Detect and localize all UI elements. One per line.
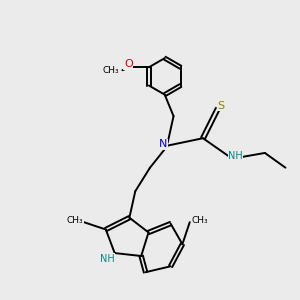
Text: S: S — [217, 101, 224, 111]
Text: NH: NH — [100, 254, 115, 264]
Text: CH₃: CH₃ — [192, 216, 208, 225]
Text: O: O — [124, 59, 133, 69]
Text: CH₃: CH₃ — [67, 216, 83, 225]
Text: CH₃: CH₃ — [102, 66, 119, 75]
Text: NH: NH — [228, 151, 243, 161]
Text: N: N — [159, 139, 167, 149]
